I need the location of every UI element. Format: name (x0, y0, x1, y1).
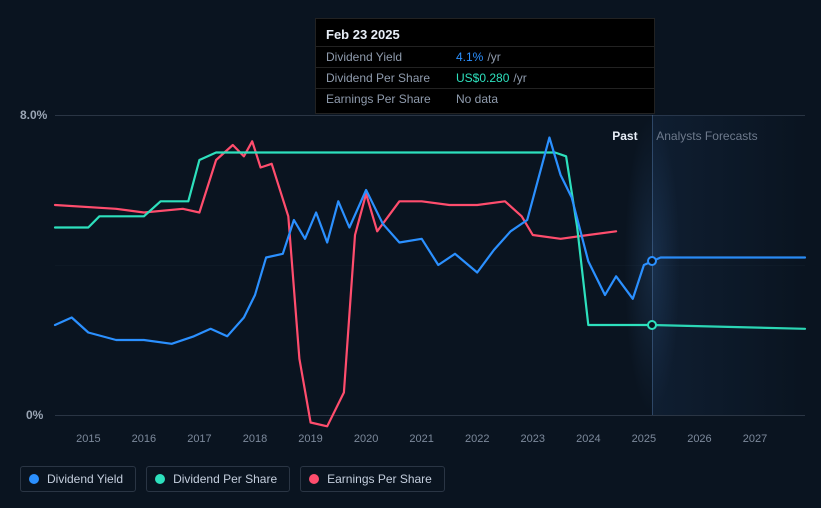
legend-dot-icon (29, 474, 39, 484)
chart-tooltip: Feb 23 2025 Dividend Yield4.1%/yrDividen… (315, 18, 655, 114)
tooltip-row: Dividend Per ShareUS$0.280/yr (316, 67, 654, 88)
tooltip-unit: /yr (487, 50, 500, 64)
legend-dot-icon (309, 474, 319, 484)
dividend-chart: Past Analysts Forecasts 8.0% 0% 20152016… (0, 0, 821, 508)
marker-yield (647, 256, 657, 266)
marker-dps (647, 320, 657, 330)
legend-label: Earnings Per Share (327, 472, 432, 486)
legend-dot-icon (155, 474, 165, 484)
tooltip-date: Feb 23 2025 (316, 25, 654, 46)
tooltip-row: Dividend Yield4.1% /yr (316, 46, 654, 67)
chart-legend: Dividend Yield Dividend Per Share Earnings… (20, 466, 445, 492)
series-yield-forecast (652, 258, 805, 262)
tooltip-key: Dividend Per Share (326, 71, 456, 85)
tooltip-value: US$0.280 (456, 71, 509, 85)
tooltip-value: No data (456, 92, 498, 106)
legend-item[interactable]: Dividend Per Share (146, 466, 290, 492)
series-dps-forecast (652, 325, 805, 329)
legend-label: Dividend Yield (47, 472, 123, 486)
legend-label: Dividend Per Share (173, 472, 277, 486)
tooltip-key: Dividend Yield (326, 50, 456, 64)
tooltip-key: Earnings Per Share (326, 92, 456, 106)
series-eps (55, 141, 616, 426)
legend-item[interactable]: Dividend Yield (20, 466, 136, 492)
tooltip-value: 4.1% (456, 50, 483, 64)
tooltip-unit: /yr (513, 71, 526, 85)
tooltip-row: Earnings Per ShareNo data (316, 88, 654, 109)
legend-item[interactable]: Earnings Per Share (300, 466, 445, 492)
